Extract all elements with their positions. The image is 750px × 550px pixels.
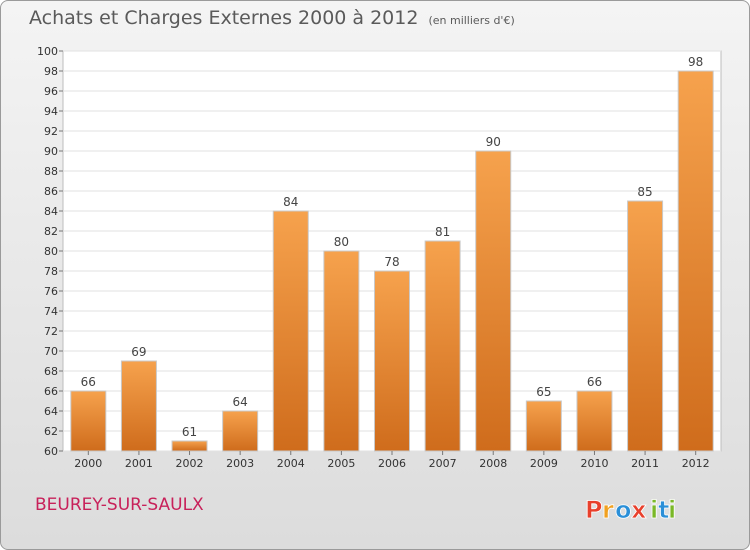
x-tick-label: 2008 xyxy=(479,457,507,470)
bar-2002 xyxy=(171,440,208,452)
chart-subtitle: (en milliers d'€) xyxy=(428,14,515,27)
y-tick-label: 100 xyxy=(37,45,58,58)
y-tick-label: 64 xyxy=(44,405,58,418)
bar-2009 xyxy=(525,400,562,452)
bar-2001 xyxy=(120,360,157,452)
logo-letter: t xyxy=(658,496,669,524)
y-tick-label: 88 xyxy=(44,165,58,178)
commune-name: BEUREY-SUR-SAULX xyxy=(35,495,204,515)
x-tick-label: 2004 xyxy=(277,457,305,470)
y-axis-ticks: 60 62 64 66 68 70 72 74 76 78 80 82 84 86 88 90 92 94 96 98… xyxy=(37,45,63,458)
y-tick-label: 84 xyxy=(44,205,58,218)
chart-title: Achats et Charges Externes 2000 à 2012 (e… xyxy=(29,7,515,29)
logo-letter: i xyxy=(668,496,676,524)
bar-value-label: 69 xyxy=(131,345,146,359)
bar-value-label: 66 xyxy=(587,375,602,389)
bar-value-label: 84 xyxy=(283,195,298,209)
y-tick-label: 90 xyxy=(44,145,58,158)
y-tick-label: 60 xyxy=(44,445,58,458)
y-tick-label: 76 xyxy=(44,285,58,298)
logo-letter: x xyxy=(631,496,647,524)
bar-value-label: 80 xyxy=(334,235,349,249)
y-tick-label: 70 xyxy=(44,345,58,358)
bar-2006 xyxy=(374,270,410,452)
y-tick-label: 82 xyxy=(44,225,58,238)
y-tick-label: 96 xyxy=(44,85,58,98)
logo-letter: P xyxy=(585,496,603,524)
bar-value-label: 90 xyxy=(486,135,501,149)
bar-2008 xyxy=(475,150,512,452)
x-tick-label: 2009 xyxy=(530,457,558,470)
x-tick-label: 2000 xyxy=(74,457,102,470)
y-tick-label: 74 xyxy=(44,305,58,318)
bar-value-label: 64 xyxy=(233,395,248,409)
x-tick-label: 2002 xyxy=(176,457,204,470)
bar-value-label: 85 xyxy=(637,185,652,199)
y-tick-label: 94 xyxy=(44,105,58,118)
x-tick-label: 2001 xyxy=(125,457,153,470)
bar-value-label: 65 xyxy=(536,385,551,399)
y-tick-label: 80 xyxy=(44,245,58,258)
bar-value-label: 61 xyxy=(182,425,197,439)
x-axis-ticks: 2000 2001 2002 2003 2004 2005 2006 2007 2008 2009… xyxy=(74,451,710,470)
bar-2003 xyxy=(222,410,259,452)
bar-2005 xyxy=(323,250,360,452)
x-tick-label: 2005 xyxy=(327,457,355,470)
bar-2010 xyxy=(576,390,613,452)
bar-2011 xyxy=(627,200,664,452)
bar-value-label: 98 xyxy=(688,55,703,69)
bar-value-label: 81 xyxy=(435,225,450,239)
chart-title-text: Achats et Charges Externes 2000 à 2012 xyxy=(29,7,419,29)
bar-2012 xyxy=(677,70,714,452)
logo-letter: o xyxy=(615,496,632,524)
y-tick-label: 92 xyxy=(44,125,58,138)
bar-2004 xyxy=(272,210,309,452)
y-tick-label: 68 xyxy=(44,365,58,378)
x-tick-label: 2007 xyxy=(429,457,457,470)
y-tick-label: 62 xyxy=(44,425,58,438)
bar-value-label: 66 xyxy=(81,375,96,389)
bar-value-label: 78 xyxy=(384,255,399,269)
x-tick-label: 2010 xyxy=(580,457,608,470)
x-tick-label: 2003 xyxy=(226,457,254,470)
bar-2000 xyxy=(70,390,107,452)
logo-letter: r xyxy=(602,496,614,524)
y-tick-label: 86 xyxy=(44,185,58,198)
y-tick-label: 72 xyxy=(44,325,58,338)
x-tick-label: 2012 xyxy=(682,457,710,470)
logo-letter: i xyxy=(650,496,658,524)
y-tick-label: 66 xyxy=(44,385,58,398)
y-tick-label: 78 xyxy=(44,265,58,278)
bar-2007 xyxy=(424,240,461,452)
x-tick-label: 2006 xyxy=(378,457,406,470)
bars: 66 69 61 64 84 80 78 81 90 65 66 85 98 xyxy=(70,55,714,452)
x-tick-label: 2011 xyxy=(631,457,659,470)
y-tick-label: 98 xyxy=(44,65,58,78)
